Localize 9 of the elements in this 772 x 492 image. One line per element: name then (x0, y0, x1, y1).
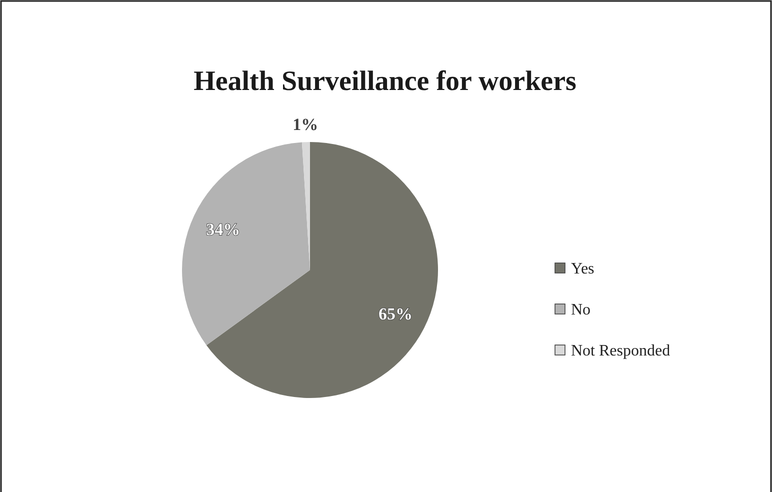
legend-label: No (571, 302, 591, 319)
data-label: 1% (292, 115, 318, 134)
legend-label: Not Responded (571, 342, 670, 360)
data-label: 65% (378, 304, 413, 324)
data-label: 34% (206, 220, 240, 240)
pie-slice (206, 142, 438, 398)
legend-label: Yes (571, 260, 594, 278)
pie-slice (182, 142, 310, 346)
chart-title: Health Surveillance for workers (194, 66, 577, 97)
